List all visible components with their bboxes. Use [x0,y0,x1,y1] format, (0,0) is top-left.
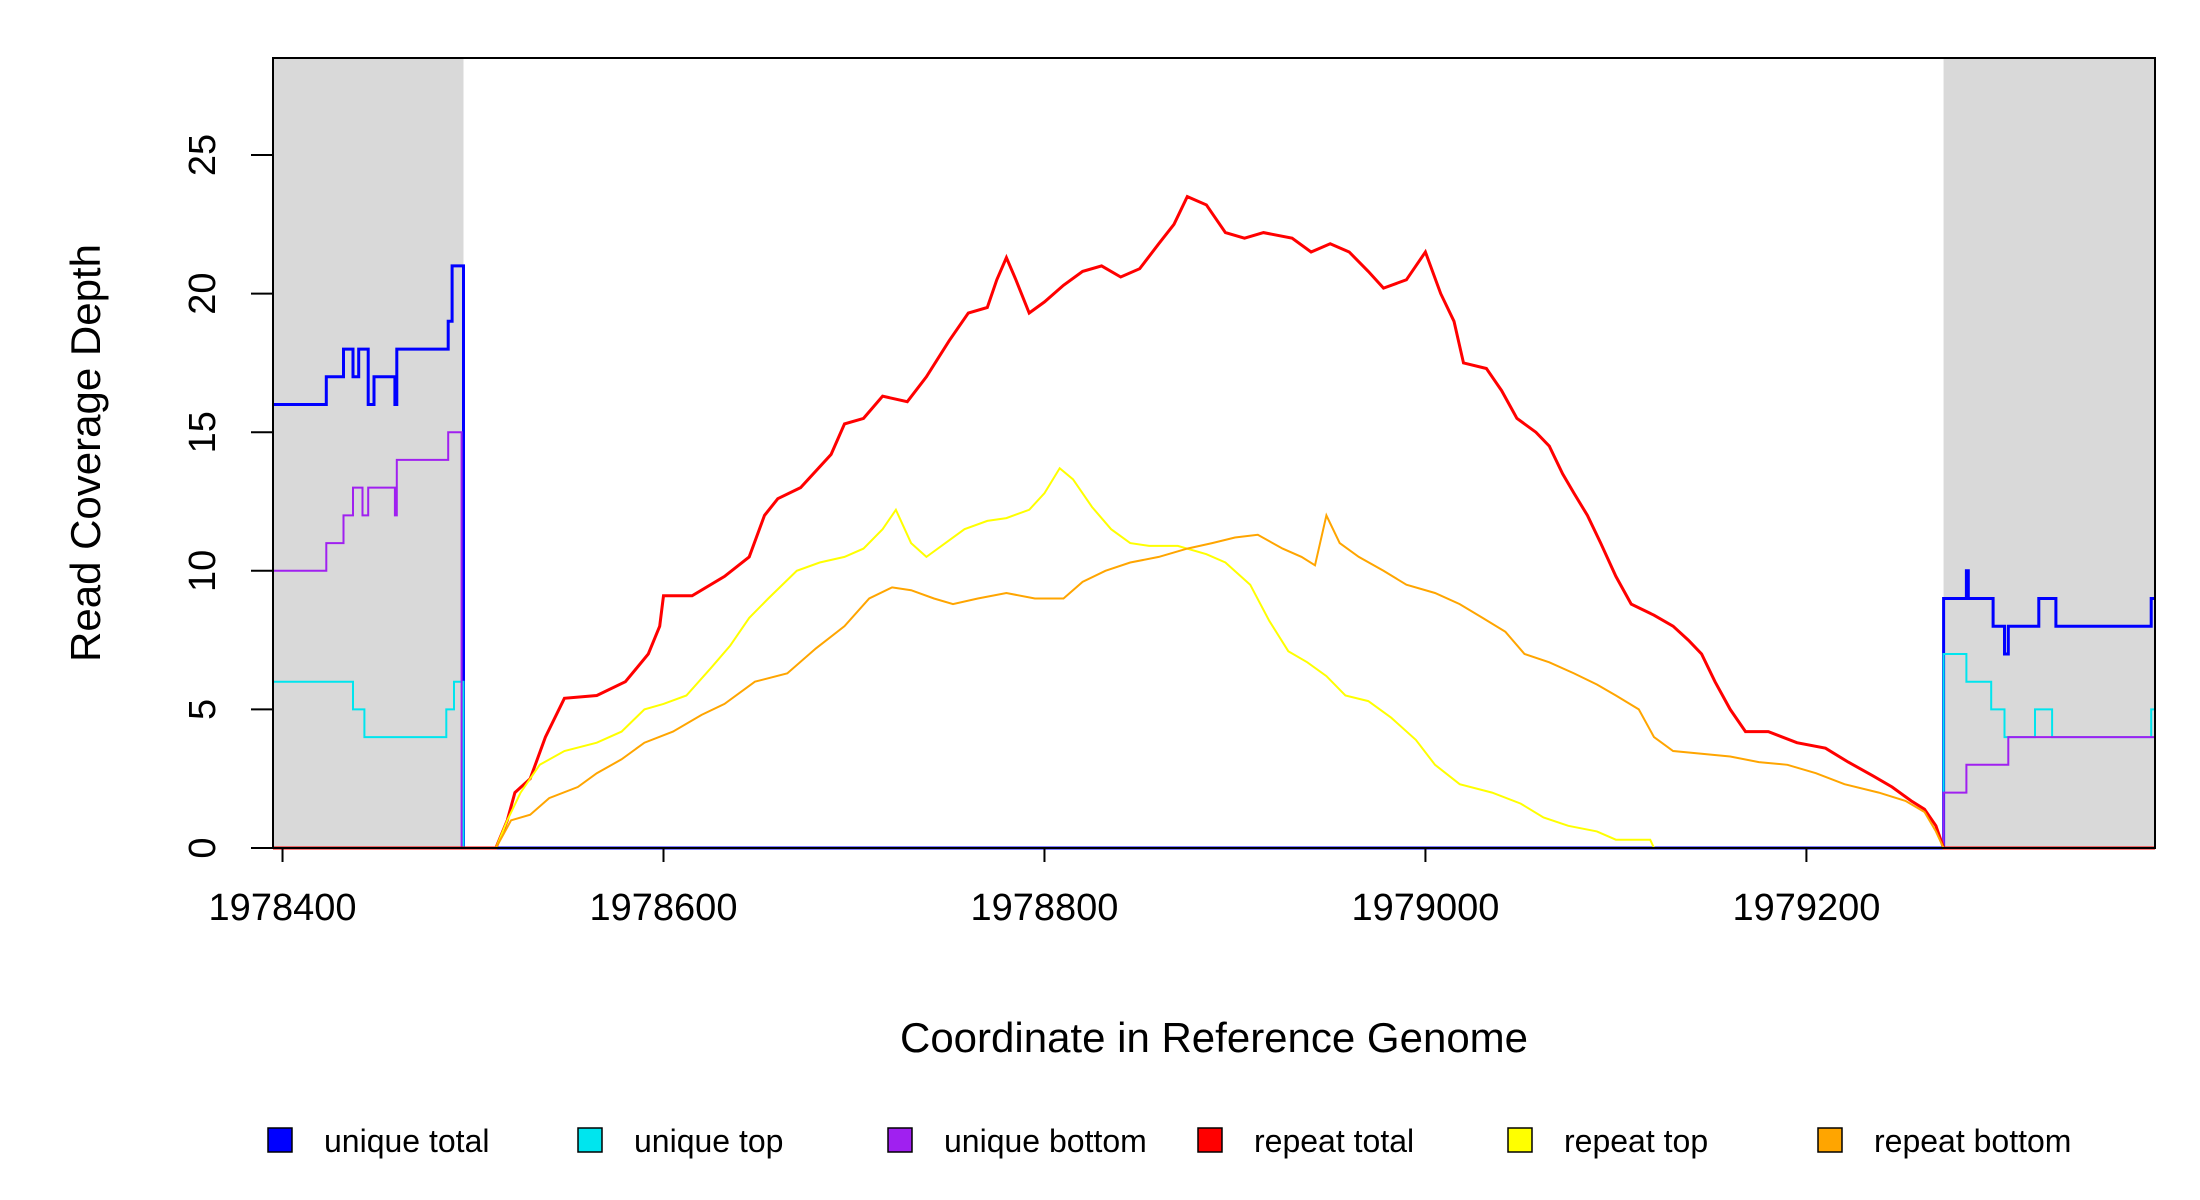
legend-label: unique top [634,1123,783,1159]
y-tick-label: 10 [182,550,224,592]
x-tick-label: 1978400 [209,887,357,929]
y-tick-label: 15 [182,411,224,453]
shaded-region-2 [1943,58,2155,848]
legend: unique total unique top unique bottom repea… [267,1123,2071,1159]
series-line-repeat-bottom [273,512,2155,849]
series-line-repeat-top [273,466,2155,849]
series-line-repeat-total [273,194,2155,850]
legend-swatch-unique-top [577,1127,603,1153]
shaded-region-1 [273,58,464,848]
plot-frame [272,57,2156,849]
x-tick-label: 1978800 [970,887,1118,929]
legend-label: unique bottom [944,1123,1147,1159]
series-line-unique-total [273,264,2155,850]
y-tick-label: 5 [182,699,224,720]
y-tick-label: 20 [182,272,224,314]
x-tick-label: 1979000 [1351,887,1499,929]
y-axis-title: Read Coverage Depth [62,244,109,662]
y-tick-label: 25 [182,134,224,176]
legend-swatch-unique-bottom [887,1127,913,1153]
legend-label: repeat bottom [1874,1123,2071,1159]
x-axis-title: Coordinate in Reference Genome [900,1014,1528,1061]
legend-label: repeat total [1254,1123,1414,1159]
legend-swatch-repeat-total [1197,1127,1223,1153]
y-axis: 0 5 10 15 20 25 [182,134,273,859]
legend-label: repeat top [1564,1123,1708,1159]
x-tick-label: 1979200 [1732,887,1880,929]
legend-swatch-repeat-top [1507,1127,1533,1153]
x-tick-label: 1978600 [590,887,738,929]
series-line-unique-top [273,653,2155,849]
series-lines [273,194,2155,850]
shaded-regions [273,58,2155,848]
y-tick-label: 0 [182,837,224,858]
legend-label: unique total [324,1123,489,1159]
x-axis: 1978400 1978600 1978800 1979000 1979200 [209,848,1880,929]
legend-swatch-unique-total [267,1127,293,1153]
legend-swatch-repeat-bottom [1817,1127,1843,1153]
series-line-unique-bottom [273,431,2155,849]
